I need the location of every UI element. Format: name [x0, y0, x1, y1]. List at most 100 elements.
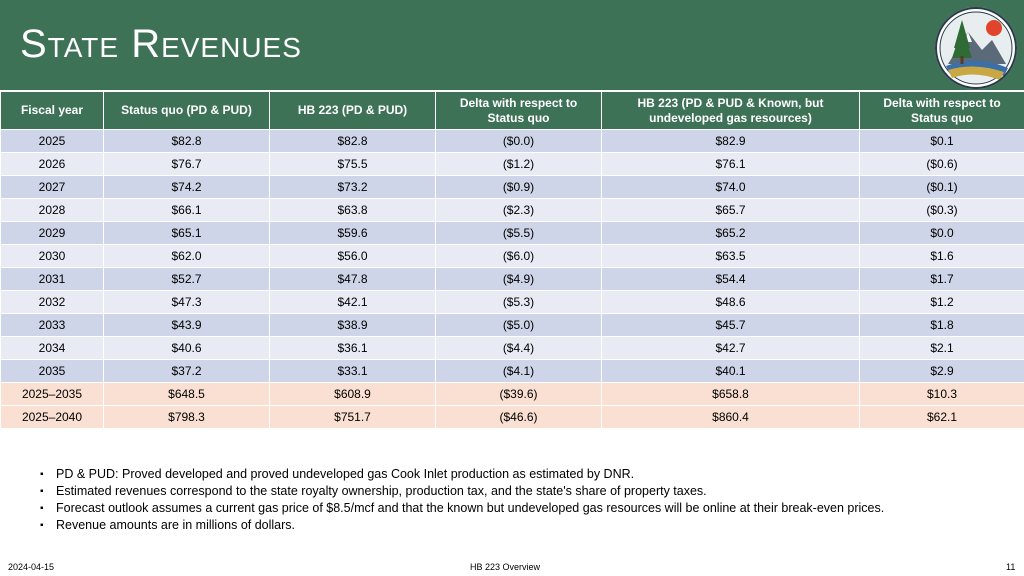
- table-cell: 2028: [0, 198, 104, 222]
- table-cell: $1.6: [859, 244, 1024, 268]
- footer-presentation-title: HB 223 Overview: [470, 562, 541, 572]
- table-cell: $40.1: [601, 359, 860, 383]
- table-cell: $48.6: [601, 290, 860, 314]
- table-cell: $648.5: [103, 382, 270, 406]
- table-cell: 2035: [0, 359, 104, 383]
- table-cell: ($0.1): [859, 175, 1024, 199]
- table-cell: $47.3: [103, 290, 270, 314]
- table-cell: ($0.0): [435, 129, 602, 153]
- table-cell: $2.1: [859, 336, 1024, 360]
- note-text: Estimated revenues correspond to the sta…: [56, 484, 707, 498]
- state-revenues-table: Fiscal year Status quo (PD & PUD) HB 223…: [0, 91, 1024, 429]
- column-header-fiscal-year: Fiscal year: [0, 91, 104, 130]
- table-row: 2027 $74.2 $73.2 ($0.9) $74.0 ($0.1): [0, 175, 1024, 199]
- footer-page-number: 11: [1006, 562, 1016, 572]
- table-cell: ($46.6): [435, 405, 602, 429]
- table-total-row: 2025–2040 $798.3 $751.7 ($46.6) $860.4 $…: [0, 405, 1024, 429]
- table-cell: $1.8: [859, 313, 1024, 337]
- table-cell: ($5.5): [435, 221, 602, 245]
- table-cell: $59.6: [269, 221, 436, 245]
- bullet-icon: ▪: [40, 503, 44, 514]
- bullet-icon: ▪: [40, 520, 44, 531]
- table-row: 2026 $76.7 $75.5 ($1.2) $76.1 ($0.6): [0, 152, 1024, 176]
- table-cell: 2025–2035: [0, 382, 104, 406]
- table-cell: $42.1: [269, 290, 436, 314]
- table-cell: ($6.0): [435, 244, 602, 268]
- footer-date: 2024-04-15: [8, 562, 55, 572]
- table-cell: $658.8: [601, 382, 860, 406]
- table-cell: $74.2: [103, 175, 270, 199]
- table-row: 2028 $66.1 $63.8 ($2.3) $65.7 ($0.3): [0, 198, 1024, 222]
- table-cell: $66.1: [103, 198, 270, 222]
- table-cell: $43.9: [103, 313, 270, 337]
- table-cell: 2034: [0, 336, 104, 360]
- table-cell: $63.5: [601, 244, 860, 268]
- table-cell: $1.7: [859, 267, 1024, 291]
- table-cell: ($0.9): [435, 175, 602, 199]
- table-cell: $40.6: [103, 336, 270, 360]
- table-cell: $10.3: [859, 382, 1024, 406]
- table-cell: $62.0: [103, 244, 270, 268]
- table-row: 2035 $37.2 $33.1 ($4.1) $40.1 $2.9: [0, 359, 1024, 383]
- table-cell: ($4.1): [435, 359, 602, 383]
- bullet-icon: ▪: [40, 469, 44, 480]
- column-header-hb223-known: HB 223 (PD & PUD & Known, but undevelope…: [601, 91, 860, 130]
- table-cell: $37.2: [103, 359, 270, 383]
- table-cell: $33.1: [269, 359, 436, 383]
- table-header-row: Fiscal year Status quo (PD & PUD) HB 223…: [0, 91, 1024, 130]
- table-cell: ($2.3): [435, 198, 602, 222]
- table-row: 2032 $47.3 $42.1 ($5.3) $48.6 $1.2: [0, 290, 1024, 314]
- table-cell: $751.7: [269, 405, 436, 429]
- table-cell: $2.9: [859, 359, 1024, 383]
- table-cell: $38.9: [269, 313, 436, 337]
- table-cell: $0.1: [859, 129, 1024, 153]
- table-cell: $36.1: [269, 336, 436, 360]
- note-item: ▪ PD & PUD: Proved developed and proved u…: [40, 466, 1000, 483]
- table-cell: $76.1: [601, 152, 860, 176]
- table-cell: $65.1: [103, 221, 270, 245]
- note-item: ▪ Estimated revenues correspond to the st…: [40, 483, 1000, 500]
- table-cell: 2033: [0, 313, 104, 337]
- table-cell: ($39.6): [435, 382, 602, 406]
- table-cell: 2025–2040: [0, 405, 104, 429]
- table-cell: ($5.0): [435, 313, 602, 337]
- table-cell: 2030: [0, 244, 104, 268]
- table-cell: ($5.3): [435, 290, 602, 314]
- table-cell: 2031: [0, 267, 104, 291]
- table-cell: $47.8: [269, 267, 436, 291]
- slide-header: State Revenues: [0, 0, 1024, 90]
- table-cell: $860.4: [601, 405, 860, 429]
- table-cell: ($0.3): [859, 198, 1024, 222]
- table-cell: $74.0: [601, 175, 860, 199]
- table-cell: $82.9: [601, 129, 860, 153]
- note-item: ▪ Forecast outlook assumes a current gas …: [40, 500, 1000, 517]
- table-cell: $82.8: [103, 129, 270, 153]
- table-row: 2025 $82.8 $82.8 ($0.0) $82.9 $0.1: [0, 129, 1024, 153]
- table-cell: 2026: [0, 152, 104, 176]
- column-header-delta-hb223-known: Delta with respect to Status quo: [859, 91, 1024, 130]
- table-row: 2029 $65.1 $59.6 ($5.5) $65.2 $0.0: [0, 221, 1024, 245]
- table-cell: 2027: [0, 175, 104, 199]
- notes-list: ▪ PD & PUD: Proved developed and proved u…: [40, 466, 1000, 534]
- table-cell: $76.7: [103, 152, 270, 176]
- column-header-status-quo: Status quo (PD & PUD): [103, 91, 270, 130]
- table-cell: $608.9: [269, 382, 436, 406]
- table-cell: $82.8: [269, 129, 436, 153]
- table-row: 2034 $40.6 $36.1 ($4.4) $42.7 $2.1: [0, 336, 1024, 360]
- table-cell: $63.8: [269, 198, 436, 222]
- slide-title: State Revenues: [20, 22, 302, 66]
- table-cell: $52.7: [103, 267, 270, 291]
- table-cell: $0.0: [859, 221, 1024, 245]
- bullet-icon: ▪: [40, 486, 44, 497]
- table-cell: $54.4: [601, 267, 860, 291]
- note-text: PD & PUD: Proved developed and proved un…: [56, 467, 635, 481]
- table-cell: $65.2: [601, 221, 860, 245]
- table-cell: $45.7: [601, 313, 860, 337]
- table-row: 2033 $43.9 $38.9 ($5.0) $45.7 $1.8: [0, 313, 1024, 337]
- column-header-hb223: HB 223 (PD & PUD): [269, 91, 436, 130]
- alaska-dnr-seal-icon: [935, 7, 1017, 89]
- table-cell: $65.7: [601, 198, 860, 222]
- table-row: 2031 $52.7 $47.8 ($4.9) $54.4 $1.7: [0, 267, 1024, 291]
- table-cell: 2025: [0, 129, 104, 153]
- table-row: 2030 $62.0 $56.0 ($6.0) $63.5 $1.6: [0, 244, 1024, 268]
